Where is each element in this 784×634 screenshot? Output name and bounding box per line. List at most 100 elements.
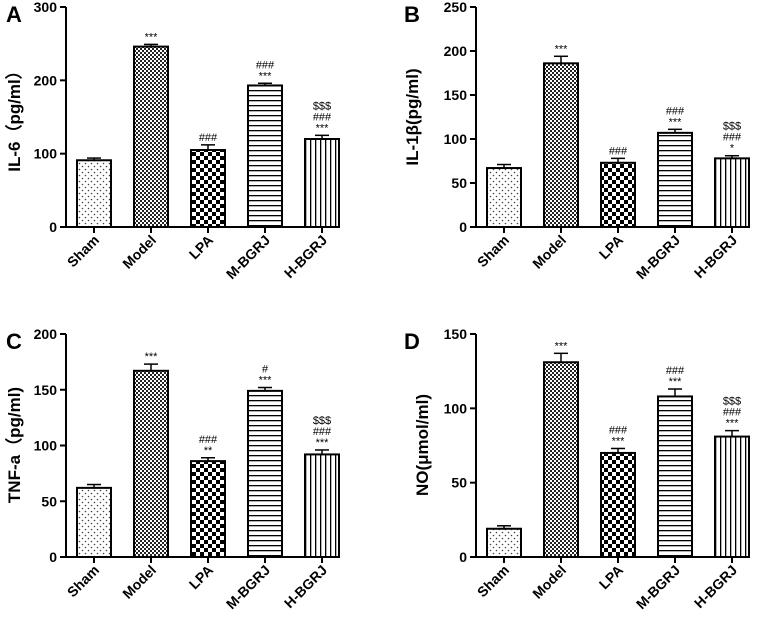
bar — [486, 527, 522, 559]
y-axis-label: NO(μmol/ml) — [413, 394, 432, 496]
category-label: Model — [529, 232, 569, 272]
y-tick-label: 0 — [459, 219, 467, 235]
bar — [486, 167, 522, 228]
significance-label: *** — [316, 122, 330, 134]
category-label: Sham — [64, 562, 102, 600]
y-tick-label: 100 — [444, 400, 468, 416]
bar — [247, 389, 283, 558]
y-tick-label: 150 — [34, 382, 58, 398]
y-tick-label: 100 — [444, 131, 468, 147]
bar — [76, 486, 112, 558]
bar — [600, 451, 636, 558]
bar — [190, 149, 226, 228]
bar — [190, 460, 226, 558]
bar — [714, 157, 750, 228]
category-label: H-BGRJ — [281, 562, 330, 611]
bar — [133, 45, 169, 228]
y-tick-label: 0 — [49, 219, 57, 235]
category-label: Sham — [474, 232, 512, 270]
bar — [133, 369, 169, 559]
category-label: LPA — [186, 562, 216, 592]
significance-label: $$$ — [313, 415, 331, 427]
significance-label: $$$ — [723, 121, 741, 133]
category-label: LPA — [596, 562, 626, 592]
significance-label: *** — [555, 340, 569, 352]
significance-label: ### — [723, 132, 742, 144]
significance-label: # — [262, 364, 269, 376]
significance-label: *** — [669, 116, 683, 128]
significance-label: *** — [259, 375, 273, 387]
bar — [247, 84, 283, 229]
y-axis-label: IL-6（pg/ml） — [4, 62, 24, 172]
significance-label: *** — [669, 376, 683, 388]
bar — [543, 361, 579, 558]
significance-label: ### — [199, 434, 218, 446]
significance-label: $$$ — [313, 100, 331, 112]
significance-label: *** — [316, 437, 330, 449]
y-tick-label: 0 — [459, 549, 467, 565]
bar — [304, 138, 340, 228]
category-label: Sham — [64, 232, 102, 270]
y-tick-label: 50 — [451, 475, 467, 491]
y-tick-label: 250 — [444, 0, 468, 15]
y-tick-label: 100 — [34, 438, 58, 454]
significance-label: *** — [555, 43, 569, 55]
category-label: LPA — [596, 232, 626, 262]
significance-label: ### — [313, 426, 332, 438]
bar — [714, 435, 750, 558]
significance-label: *** — [145, 31, 159, 43]
y-tick-label: 150 — [444, 326, 468, 342]
significance-label: ### — [609, 424, 628, 436]
y-tick-label: 50 — [451, 175, 467, 191]
category-label: M-BGRJ — [223, 562, 273, 612]
significance-label: * — [730, 143, 735, 155]
significance-label: ** — [204, 445, 213, 457]
category-label: H-BGRJ — [691, 232, 740, 281]
y-tick-label: 200 — [444, 43, 468, 59]
significance-label: ### — [199, 132, 218, 144]
category-label: M-BGRJ — [633, 232, 683, 282]
category-label: Model — [119, 562, 159, 602]
y-tick-label: 200 — [34, 326, 58, 342]
significance-label: *** — [726, 418, 740, 430]
category-label: M-BGRJ — [633, 562, 683, 612]
bar — [657, 131, 693, 228]
panel-label: C — [6, 329, 22, 354]
y-tick-label: 0 — [49, 549, 57, 565]
significance-label: *** — [145, 351, 159, 363]
panel-label: B — [404, 2, 420, 27]
significance-label: ### — [609, 145, 628, 157]
y-axis-label: TNF-a（pg/ml) — [4, 387, 24, 503]
category-label: LPA — [186, 232, 216, 262]
panel-label: A — [6, 2, 22, 27]
significance-label: ### — [666, 365, 685, 377]
significance-label: *** — [612, 435, 626, 447]
category-label: H-BGRJ — [281, 232, 330, 281]
y-axis-label: IL-1β(pg/ml) — [403, 68, 422, 165]
significance-label: $$$ — [723, 396, 741, 408]
y-tick-label: 200 — [34, 72, 58, 88]
y-tick-label: 100 — [34, 146, 58, 162]
category-label: Model — [119, 232, 159, 272]
significance-label: ### — [256, 59, 275, 71]
y-tick-label: 150 — [444, 87, 468, 103]
panel-a: A IL-6（pg/ml） 0 100 200 300 Sham Model *** LPA ###… — [4, 0, 340, 282]
significance-label: *** — [259, 70, 273, 82]
category-label: Model — [529, 562, 569, 602]
bar — [304, 453, 340, 559]
significance-label: ### — [313, 111, 332, 123]
bar — [600, 161, 636, 228]
significance-label: ### — [723, 407, 742, 419]
bar — [543, 62, 579, 228]
category-label: H-BGRJ — [691, 562, 740, 611]
y-tick-label: 300 — [34, 0, 58, 15]
bar — [657, 395, 693, 558]
significance-label: ### — [666, 105, 685, 117]
category-label: M-BGRJ — [223, 232, 273, 282]
bar — [76, 159, 112, 228]
panel-c: C TNF-a（pg/ml) 0 50 100 150 200 Sham Model *** LPA… — [4, 326, 340, 612]
category-label: Sham — [474, 562, 512, 600]
